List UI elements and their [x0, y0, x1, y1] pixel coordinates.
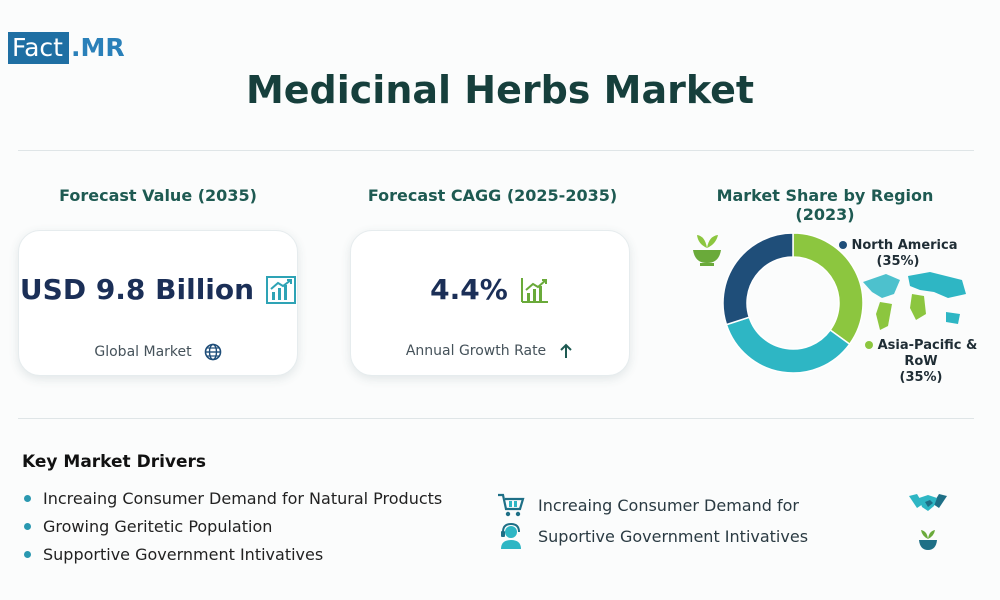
cart-icon	[498, 493, 525, 517]
arrow-up-icon	[560, 343, 572, 358]
logo-part-1: Fact	[8, 32, 69, 64]
market-share-donut	[722, 232, 864, 374]
forecast-value-card: USD 9.8 Billion Global Market	[18, 230, 298, 376]
logo-part-2: .MR	[70, 33, 125, 62]
bullet-dot	[24, 550, 31, 558]
bottom-divider	[18, 418, 974, 419]
chart-title: Market Share by Region (2023)	[716, 186, 934, 224]
world-map-icon	[863, 272, 966, 330]
handshake-icon	[909, 494, 947, 511]
legend-asia-pacific: Asia-Pacific & RoW (35%)	[846, 338, 996, 386]
forecast-cagr-sub: Annual Growth Rate	[405, 343, 547, 359]
right-driver-1: Increaing Consumer Demand for	[496, 492, 799, 518]
donut-slice-0	[792, 232, 864, 346]
plant-bowl-icon	[919, 530, 937, 550]
legend-north-america-label: North America	[851, 238, 958, 253]
forecast-value-sub: Global Market	[94, 344, 192, 360]
legend-north-america: North America (35%)	[838, 238, 958, 270]
globe-icon	[204, 343, 221, 361]
donut-slice-1	[725, 316, 851, 374]
legend-asia-pacific-label: Asia-Pacific & RoW	[877, 338, 978, 369]
driver-text: Increaing Consumer Demand for Natural Pr…	[43, 488, 443, 508]
driver-text: Supportive Government Intivatives	[43, 544, 324, 564]
forecast-cagr-value: 4.4%	[430, 273, 508, 306]
right-driver-2-text: Suportive Government Intivatives	[538, 526, 809, 546]
donut-slice-2	[722, 232, 794, 326]
right-driver-2: Suportive Government Intivatives	[496, 522, 808, 550]
forecast-value: USD 9.8 Billion	[19, 273, 255, 306]
bullet-dot	[24, 494, 31, 502]
support-person-icon	[501, 522, 521, 549]
drivers-title: Key Market Drivers	[22, 452, 207, 472]
growth-chart-icon	[266, 275, 297, 304]
drivers-list: Increaing Consumer Demand for Natural Pr…	[24, 484, 442, 568]
page-title: Medicinal Herbs Market	[245, 68, 755, 112]
right-driver-1-text: Increaing Consumer Demand for	[538, 495, 799, 515]
forecast-value-heading: Forecast Value (2035)	[59, 186, 257, 205]
bullet-dot	[24, 522, 31, 530]
forecast-cagr-heading: Forecast CAGG (2025-2035)	[367, 186, 618, 205]
legend-north-america-share: (35%)	[876, 254, 920, 269]
forecast-cagr-card: 4.4% Annual Growth Rate	[350, 230, 630, 376]
growth-chart-icon	[520, 277, 548, 303]
list-item: Increaing Consumer Demand for Natural Pr…	[24, 484, 442, 512]
driver-text: Growing Geritetic Population	[43, 516, 273, 536]
list-item: Supportive Government Intivatives	[24, 540, 442, 568]
brand-logo: Fact .MR	[8, 32, 125, 64]
top-divider	[18, 150, 974, 151]
list-item: Growing Geritetic Population	[24, 512, 442, 540]
herb-bowl-icon	[693, 235, 721, 266]
legend-asia-pacific-share: (35%)	[899, 370, 943, 385]
